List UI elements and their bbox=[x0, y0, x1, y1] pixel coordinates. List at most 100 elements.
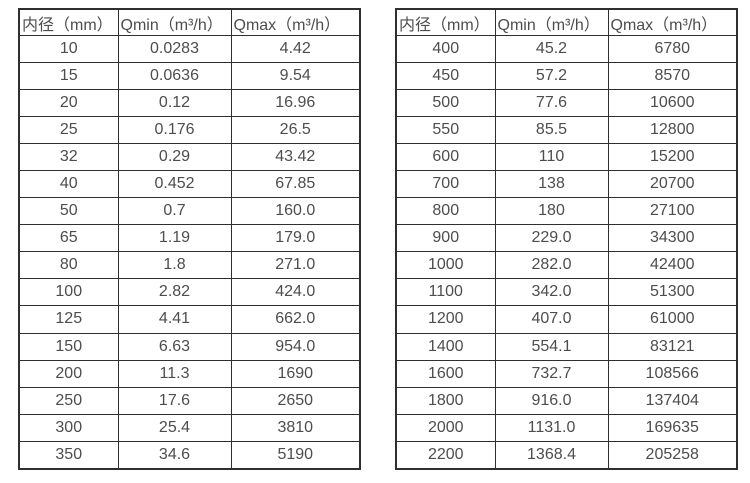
table-row: 550 85.5 12800 bbox=[395, 116, 738, 145]
table-cell: 0.176 bbox=[117, 116, 232, 145]
table-row: 125 4.41 662.0 bbox=[18, 305, 361, 334]
table-cell: 25.4 bbox=[117, 413, 232, 442]
table-cell: 77.6 bbox=[494, 89, 609, 118]
table-cell: 25 bbox=[18, 116, 119, 145]
table-row: 250 17.6 2650 bbox=[18, 386, 361, 415]
table-cell: 15 bbox=[18, 62, 119, 91]
table-cell: 400 bbox=[395, 34, 496, 64]
table-cell: 2.82 bbox=[117, 278, 232, 307]
table-cell: 160.0 bbox=[230, 197, 361, 226]
header-row: 内径（mm） Qmin（m³/h） Qmax（m³/h） bbox=[18, 8, 361, 36]
table-cell: 57.2 bbox=[494, 62, 609, 91]
table-cell: 9.54 bbox=[230, 62, 361, 91]
table-cell: 1200 bbox=[395, 305, 496, 334]
table-row: 50 0.7 160.0 bbox=[18, 197, 361, 226]
table-row: 200 11.3 1690 bbox=[18, 359, 361, 388]
table-cell: 125 bbox=[18, 305, 119, 334]
col-header-qmax: Qmax（m³/h） bbox=[607, 8, 738, 36]
table-cell: 2200 bbox=[395, 440, 496, 470]
table-cell: 6.63 bbox=[117, 332, 232, 361]
col-header-diameter: 内径（mm） bbox=[395, 8, 496, 36]
table-cell: 0.0283 bbox=[117, 34, 232, 64]
table-cell: 32 bbox=[18, 143, 119, 172]
table-cell: 1800 bbox=[395, 386, 496, 415]
table-row: 1600 732.7 108566 bbox=[395, 359, 738, 388]
table-cell: 42400 bbox=[607, 251, 738, 280]
table-cell: 0.7 bbox=[117, 197, 232, 226]
table-row: 450 57.2 8570 bbox=[395, 62, 738, 91]
table-row: 1000 282.0 42400 bbox=[395, 251, 738, 280]
table-cell: 1690 bbox=[230, 359, 361, 388]
table-cell: 1.19 bbox=[117, 224, 232, 253]
table-cell: 17.6 bbox=[117, 386, 232, 415]
table-cell: 424.0 bbox=[230, 278, 361, 307]
table-row: 32 0.29 43.42 bbox=[18, 143, 361, 172]
table-row: 350 34.6 5190 bbox=[18, 440, 361, 470]
table-cell: 40 bbox=[18, 170, 119, 199]
table-cell: 0.0636 bbox=[117, 62, 232, 91]
table-cell: 65 bbox=[18, 224, 119, 253]
table-cell: 0.12 bbox=[117, 89, 232, 118]
table-cell: 51300 bbox=[607, 278, 738, 307]
table-cell: 85.5 bbox=[494, 116, 609, 145]
table-cell: 1000 bbox=[395, 251, 496, 280]
table-row: 1100 342.0 51300 bbox=[395, 278, 738, 307]
col-header-qmin: Qmin（m³/h） bbox=[117, 8, 232, 36]
table-cell: 10600 bbox=[607, 89, 738, 118]
table-row: 150 6.63 954.0 bbox=[18, 332, 361, 361]
table-cell: 800 bbox=[395, 197, 496, 226]
table-cell: 20700 bbox=[607, 170, 738, 199]
table-cell: 26.5 bbox=[230, 116, 361, 145]
table-cell: 6780 bbox=[607, 34, 738, 64]
table-cell: 10 bbox=[18, 34, 119, 64]
table-cell: 954.0 bbox=[230, 332, 361, 361]
table-row: 600 110 15200 bbox=[395, 143, 738, 172]
table-cell: 1.8 bbox=[117, 251, 232, 280]
table-cell: 43.42 bbox=[230, 143, 361, 172]
table-cell: 407.0 bbox=[494, 305, 609, 334]
table-cell: 732.7 bbox=[494, 359, 609, 388]
table-cell: 83121 bbox=[607, 332, 738, 361]
table-cell: 5190 bbox=[230, 440, 361, 470]
table-row: 10 0.0283 4.42 bbox=[18, 34, 361, 64]
table-cell: 61000 bbox=[607, 305, 738, 334]
flow-table-small-diameters: 内径（mm） Qmin（m³/h） Qmax（m³/h） 10 0.0283 4.4… bbox=[18, 8, 361, 470]
table-cell: 271.0 bbox=[230, 251, 361, 280]
table-cell: 342.0 bbox=[494, 278, 609, 307]
table-cell: 8570 bbox=[607, 62, 738, 91]
table-row: 2200 1368.4 205258 bbox=[395, 440, 738, 470]
table-cell: 16.96 bbox=[230, 89, 361, 118]
table-cell: 0.452 bbox=[117, 170, 232, 199]
table-cell: 350 bbox=[18, 440, 119, 470]
table-row: 300 25.4 3810 bbox=[18, 413, 361, 442]
table-cell: 20 bbox=[18, 89, 119, 118]
table-cell: 100 bbox=[18, 278, 119, 307]
table-row: 20 0.12 16.96 bbox=[18, 89, 361, 118]
table-cell: 1131.0 bbox=[494, 413, 609, 442]
table-cell: 4.41 bbox=[117, 305, 232, 334]
table-row: 500 77.6 10600 bbox=[395, 89, 738, 118]
table-cell: 205258 bbox=[607, 440, 738, 470]
table-cell: 4.42 bbox=[230, 34, 361, 64]
table-row: 25 0.176 26.5 bbox=[18, 116, 361, 145]
table-cell: 67.85 bbox=[230, 170, 361, 199]
table-cell: 229.0 bbox=[494, 224, 609, 253]
table-cell: 1400 bbox=[395, 332, 496, 361]
table-cell: 662.0 bbox=[230, 305, 361, 334]
table-row: 1800 916.0 137404 bbox=[395, 386, 738, 415]
table-cell: 550 bbox=[395, 116, 496, 145]
table-row: 40 0.452 67.85 bbox=[18, 170, 361, 199]
table-cell: 50 bbox=[18, 197, 119, 226]
table-cell: 554.1 bbox=[494, 332, 609, 361]
table-row: 2000 1131.0 169635 bbox=[395, 413, 738, 442]
table-cell: 450 bbox=[395, 62, 496, 91]
table-cell: 11.3 bbox=[117, 359, 232, 388]
table-cell: 1368.4 bbox=[494, 440, 609, 470]
table-row: 100 2.82 424.0 bbox=[18, 278, 361, 307]
table-cell: 300 bbox=[18, 413, 119, 442]
col-header-diameter: 内径（mm） bbox=[18, 8, 119, 36]
table-cell: 500 bbox=[395, 89, 496, 118]
table-cell: 110 bbox=[494, 143, 609, 172]
table-cell: 0.29 bbox=[117, 143, 232, 172]
